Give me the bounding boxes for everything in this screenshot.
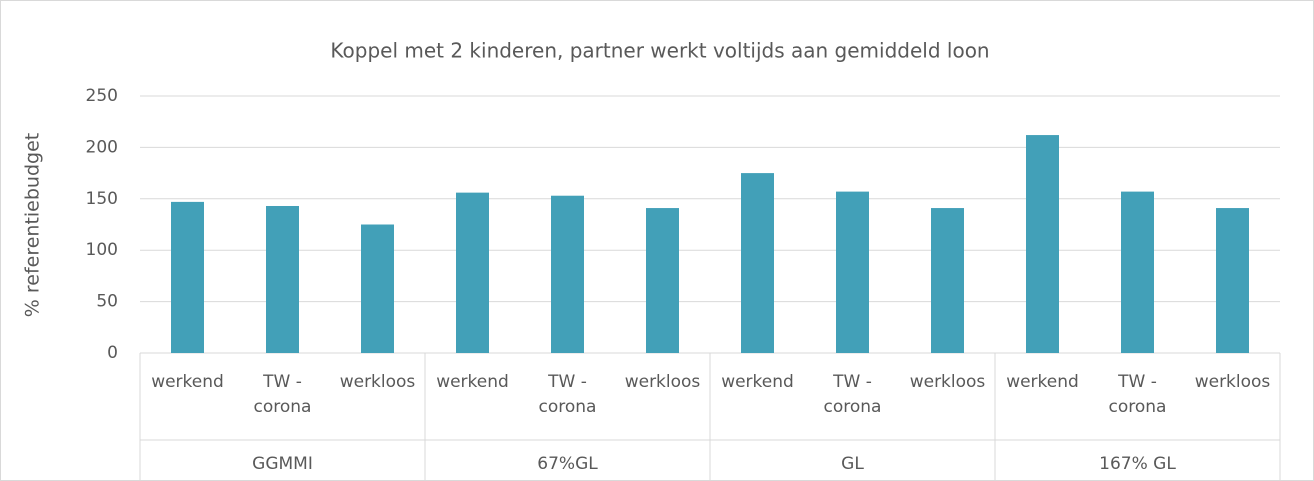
y-tick-label: 50 — [96, 292, 118, 312]
bar — [1121, 191, 1154, 353]
group-label: GL — [841, 454, 864, 474]
bar — [266, 205, 299, 353]
x-tick-label: TW - corona — [538, 372, 597, 417]
group-label: 67%GL — [537, 454, 598, 474]
bar — [361, 224, 394, 353]
bar — [1216, 208, 1249, 353]
bar — [1026, 135, 1059, 353]
bar — [551, 195, 584, 353]
y-axis-label: % referentiebudget — [22, 133, 44, 317]
x-tick-label: werkend — [721, 372, 794, 392]
x-tick-label: werkloos — [1194, 372, 1271, 392]
chart-title: Koppel met 2 kinderen, partner werkt vol… — [330, 39, 989, 63]
group-label: GGMMI — [252, 454, 313, 474]
y-tick-label: 250 — [86, 86, 118, 106]
x-tick-label: werkend — [1006, 372, 1079, 392]
x-tick-label: TW - corona — [253, 372, 312, 417]
y-tick-label: 200 — [86, 137, 118, 157]
x-tick-label: werkloos — [909, 372, 986, 392]
bar — [836, 191, 869, 353]
bar — [931, 208, 964, 353]
group-label: 167% GL — [1099, 454, 1176, 474]
bar — [741, 173, 774, 353]
x-tick-label: TW - corona — [1108, 372, 1167, 417]
x-tick-label: werkend — [151, 372, 224, 392]
x-tick-label: TW - corona — [823, 372, 882, 417]
x-tick-label: werkend — [436, 372, 509, 392]
bar — [171, 201, 204, 353]
y-tick-label: 100 — [86, 240, 118, 260]
bar — [456, 192, 489, 353]
bar — [646, 208, 679, 353]
y-tick-label: 0 — [107, 343, 118, 363]
y-tick-label: 150 — [86, 189, 118, 209]
x-tick-label: werkloos — [624, 372, 701, 392]
x-tick-label: werkloos — [339, 372, 416, 392]
